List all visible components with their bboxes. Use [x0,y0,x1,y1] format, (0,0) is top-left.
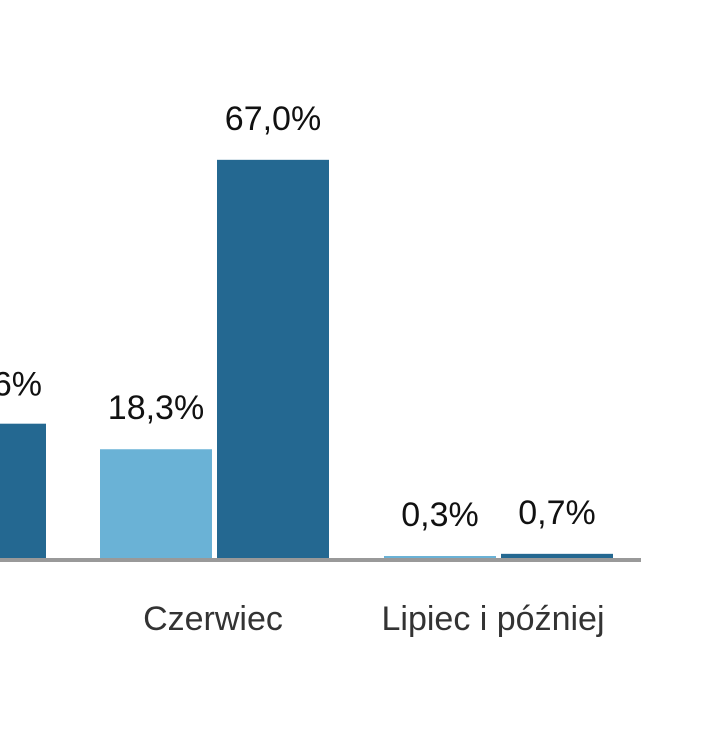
bar-series1-cat2 [501,553,613,558]
value-label-series1-cat1: 67,0% [225,100,321,138]
value-label-partial-left: 6% [0,366,42,404]
bar-partial-left [0,423,46,558]
category-labels-group: Czerwiec Lipiec i później [143,600,604,638]
value-label-series1-cat2: 0,7% [518,494,596,532]
value-labels-group: 6% 18,3% 0,3% 67,0% 0,7% [0,100,596,534]
bar-series0-cat1 [100,449,212,558]
value-label-series0-cat1: 18,3% [108,389,204,427]
value-label-series0-cat2: 0,3% [401,496,479,534]
bars-group [0,159,613,559]
category-label-2: Lipiec i później [381,600,604,638]
category-label-1: Czerwiec [143,600,283,638]
bar-series1-cat1 [217,159,329,559]
bar-series0-cat2 [384,556,496,558]
